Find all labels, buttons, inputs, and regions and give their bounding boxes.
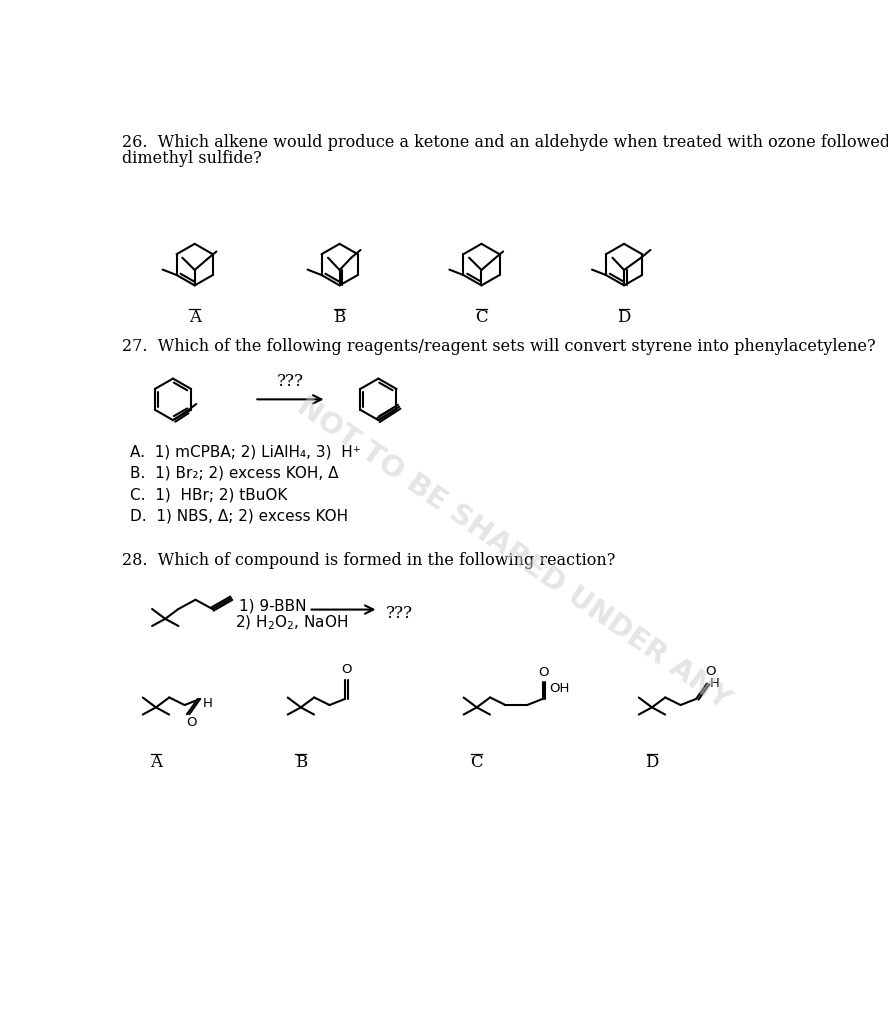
Text: ???: ??? xyxy=(277,374,304,390)
Text: 1) 9-BBN: 1) 9-BBN xyxy=(239,598,306,613)
Text: ???: ??? xyxy=(386,605,413,622)
Text: B: B xyxy=(295,753,307,771)
Text: 28.  Which of compound is formed in the following reaction?: 28. Which of compound is formed in the f… xyxy=(122,552,615,569)
Text: 27.  Which of the following reagents/reagent sets will convert styrene into phen: 27. Which of the following reagents/reag… xyxy=(122,338,876,354)
Text: O: O xyxy=(705,665,716,678)
Text: OH: OH xyxy=(549,682,569,694)
Text: C: C xyxy=(471,753,483,771)
Text: A: A xyxy=(189,308,201,326)
Text: A.  1) mCPBA; 2) LiAlH₄, 3)  H⁺: A. 1) mCPBA; 2) LiAlH₄, 3) H⁺ xyxy=(131,444,361,459)
Text: D: D xyxy=(617,308,630,326)
Text: C: C xyxy=(475,308,488,326)
Text: O: O xyxy=(341,663,352,676)
Text: O: O xyxy=(186,716,196,729)
Text: 2) H$_2$O$_2$, NaOH: 2) H$_2$O$_2$, NaOH xyxy=(235,614,348,632)
Text: C.  1)  HBr; 2) tBuOK: C. 1) HBr; 2) tBuOK xyxy=(131,488,288,502)
Text: H: H xyxy=(202,697,212,710)
Text: B.  1) Br₂; 2) excess KOH, Δ: B. 1) Br₂; 2) excess KOH, Δ xyxy=(131,465,339,480)
Text: H: H xyxy=(710,677,720,690)
Text: B: B xyxy=(334,308,345,326)
Text: A: A xyxy=(150,753,162,771)
Text: dimethyl sulfide?: dimethyl sulfide? xyxy=(122,150,262,167)
Text: D: D xyxy=(646,753,659,771)
Text: 26.  Which alkene would produce a ketone and an aldehyde when treated with ozone: 26. Which alkene would produce a ketone … xyxy=(122,134,888,152)
Text: O: O xyxy=(539,666,549,679)
Text: D.  1) NBS, Δ; 2) excess KOH: D. 1) NBS, Δ; 2) excess KOH xyxy=(131,509,348,523)
Text: NOT TO BE SHARED UNDER ANY: NOT TO BE SHARED UNDER ANY xyxy=(292,392,736,715)
